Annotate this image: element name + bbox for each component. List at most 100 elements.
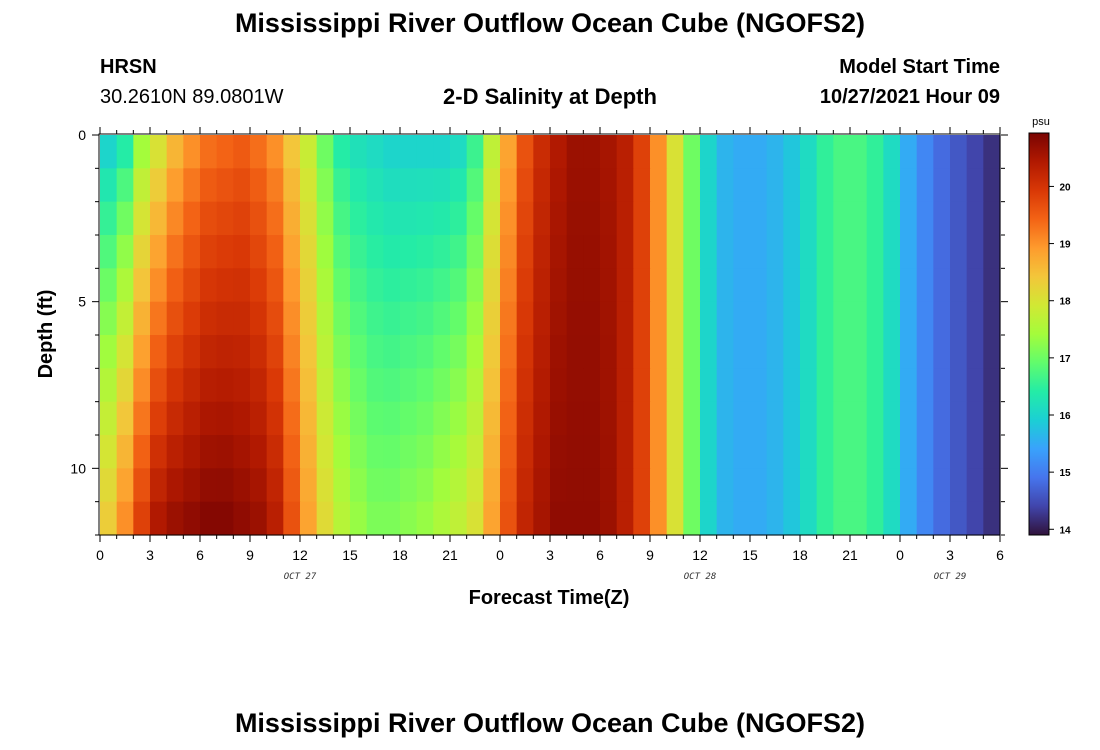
heatmap-cell <box>266 435 284 469</box>
heatmap-cell <box>716 201 734 236</box>
heatmap-cell <box>283 201 301 236</box>
heatmap-cell <box>683 168 701 203</box>
heatmap-cell <box>166 235 184 269</box>
heatmap-cell <box>433 268 451 303</box>
heatmap-cell <box>500 201 518 236</box>
heatmap-cell <box>283 235 301 269</box>
heatmap-cell <box>816 168 834 203</box>
heatmap-cell <box>633 168 651 203</box>
heatmap-cell <box>650 268 668 303</box>
heatmap-cell <box>416 368 434 403</box>
heatmap-cell <box>716 501 734 536</box>
heatmap-cell <box>250 335 268 369</box>
heatmap-cell <box>133 468 151 503</box>
heatmap-cell <box>516 135 534 169</box>
heatmap-cell <box>833 335 851 369</box>
heatmap-cell <box>383 235 401 269</box>
heatmap-cell <box>750 301 768 336</box>
heatmap-cell <box>733 501 751 536</box>
heatmap-cell <box>750 368 768 403</box>
heatmap-cell <box>283 501 301 536</box>
heatmap-cell <box>516 435 534 469</box>
heatmap-cell <box>333 501 351 536</box>
y-tick-label: 10 <box>70 460 86 476</box>
heatmap-cell <box>850 301 868 336</box>
heatmap-cell <box>700 401 718 436</box>
heatmap-cell <box>466 168 484 203</box>
heatmap-cell <box>550 368 568 403</box>
heatmap-cell <box>800 435 818 469</box>
heatmap-cell <box>766 368 784 403</box>
heatmap-cell <box>516 335 534 369</box>
heatmap-cell <box>916 235 934 269</box>
heatmap-cell <box>700 301 718 336</box>
heatmap-cell <box>183 235 201 269</box>
heatmap-cell <box>150 335 168 369</box>
heatmap-cell <box>283 368 301 403</box>
heatmap-cell <box>266 235 284 269</box>
x-tick-label: 12 <box>292 547 308 563</box>
heatmap-cell <box>166 468 184 503</box>
heatmap-cell <box>933 135 951 169</box>
heatmap-cell <box>633 401 651 436</box>
heatmap-cell <box>300 301 318 336</box>
heatmap-cell <box>733 268 751 303</box>
heatmap-cell <box>483 335 501 369</box>
heatmap-cell <box>833 501 851 536</box>
heatmap-cell <box>816 301 834 336</box>
heatmap-cell <box>100 135 118 169</box>
heatmap-cell <box>116 435 134 469</box>
heatmap-cell <box>350 435 368 469</box>
heatmap-cell <box>766 501 784 536</box>
heatmap-cell <box>966 401 984 436</box>
heatmap-cell <box>483 168 501 203</box>
heatmap-cell <box>916 201 934 236</box>
heatmap-cell <box>383 335 401 369</box>
heatmap-cell <box>683 235 701 269</box>
heatmap-cell <box>550 168 568 203</box>
heatmap-cell <box>733 401 751 436</box>
heatmap-cell <box>650 435 668 469</box>
heatmap-cell <box>683 201 701 236</box>
heatmap-cell <box>383 168 401 203</box>
heatmap-cell <box>600 235 618 269</box>
heatmap-cell <box>233 401 251 436</box>
heatmap-cell <box>583 468 601 503</box>
heatmap-cell <box>333 435 351 469</box>
heatmap-cell <box>200 168 218 203</box>
heatmap-cell <box>400 201 418 236</box>
heatmap-cell <box>833 301 851 336</box>
heatmap-cell <box>816 268 834 303</box>
heatmap-cell <box>216 135 234 169</box>
heatmap-cell <box>816 401 834 436</box>
heatmap-cell <box>183 301 201 336</box>
heatmap-cell <box>466 468 484 503</box>
heatmap-cell <box>933 468 951 503</box>
heatmap-cell <box>416 301 434 336</box>
heatmap-cell <box>416 401 434 436</box>
heatmap-cell <box>700 201 718 236</box>
x-axis-title: Forecast Time(Z) <box>469 587 630 609</box>
heatmap-cell <box>783 368 801 403</box>
heatmap-cell <box>633 235 651 269</box>
heatmap-cell <box>966 435 984 469</box>
heatmap-cell <box>883 335 901 369</box>
heatmap-cell <box>950 201 968 236</box>
heatmap-cell <box>550 201 568 236</box>
heatmap-cell <box>966 201 984 236</box>
heatmap-cell <box>566 201 584 236</box>
heatmap-cell <box>750 401 768 436</box>
heatmap-cell <box>100 301 118 336</box>
heatmap-cell <box>216 201 234 236</box>
heatmap-cell <box>583 268 601 303</box>
heatmap-cell <box>933 501 951 536</box>
heatmap-cell <box>350 501 368 536</box>
heatmap-cell <box>816 501 834 536</box>
x-date-label: OCT 27 <box>284 572 317 582</box>
heatmap-cell <box>233 435 251 469</box>
heatmap-cell <box>950 301 968 336</box>
heatmap-cell <box>516 301 534 336</box>
heatmap-cell <box>433 468 451 503</box>
heatmap-cell <box>150 435 168 469</box>
heatmap-cell <box>250 301 268 336</box>
